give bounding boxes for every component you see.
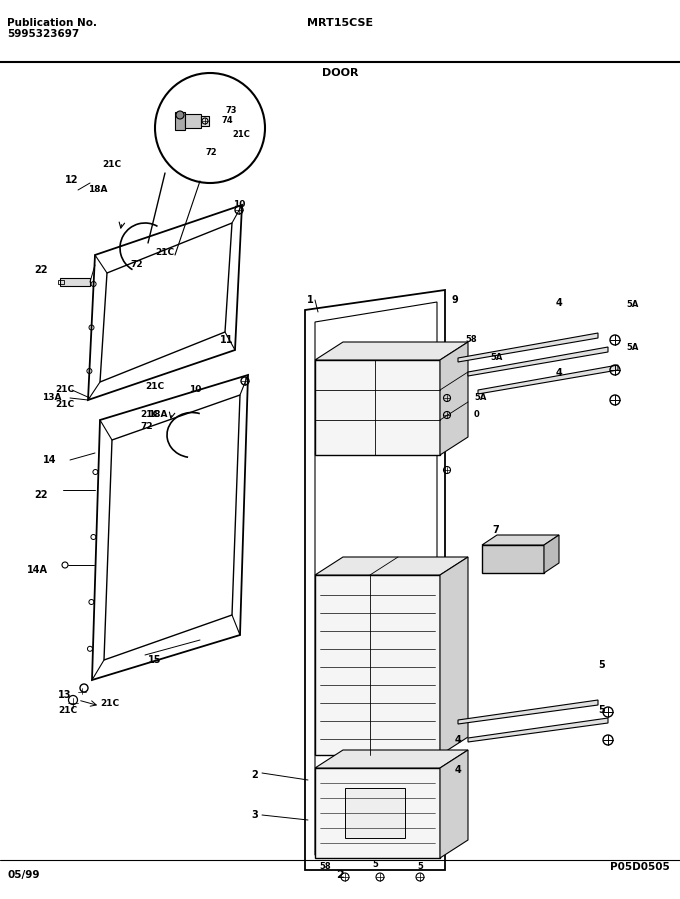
- Text: 12: 12: [65, 175, 78, 185]
- Text: 0: 0: [474, 410, 480, 419]
- Polygon shape: [478, 365, 618, 394]
- Polygon shape: [315, 557, 468, 575]
- Text: 5: 5: [598, 660, 605, 670]
- Text: 4: 4: [455, 735, 462, 745]
- Bar: [345, 788, 405, 838]
- Text: 7: 7: [492, 525, 498, 535]
- Text: 72: 72: [130, 260, 143, 269]
- Polygon shape: [440, 557, 468, 755]
- Text: MRT15CSE: MRT15CSE: [307, 18, 373, 28]
- Bar: [315, 360, 440, 455]
- Text: 22: 22: [35, 265, 48, 275]
- Text: 14A: 14A: [27, 565, 48, 575]
- Text: 10: 10: [189, 385, 201, 394]
- Polygon shape: [482, 535, 559, 545]
- Text: 21C: 21C: [58, 706, 77, 715]
- Text: 2: 2: [336, 870, 344, 880]
- Polygon shape: [440, 342, 468, 455]
- Text: 13: 13: [58, 690, 71, 700]
- Text: 5A: 5A: [626, 300, 639, 309]
- Polygon shape: [315, 750, 468, 768]
- Polygon shape: [468, 718, 608, 742]
- Bar: [175, 112, 185, 130]
- Text: 15: 15: [148, 655, 162, 665]
- Bar: [60, 278, 90, 286]
- Text: 5: 5: [417, 862, 423, 871]
- Text: 21C: 21C: [232, 130, 250, 139]
- Text: 21C: 21C: [55, 400, 74, 409]
- Text: 5: 5: [372, 860, 378, 869]
- Bar: [58, 280, 64, 284]
- Text: 58: 58: [465, 335, 477, 344]
- Text: P05D0505: P05D0505: [610, 862, 670, 872]
- Polygon shape: [458, 700, 598, 724]
- Text: 5: 5: [598, 705, 605, 715]
- Text: 4: 4: [455, 765, 462, 775]
- Text: 5A: 5A: [490, 353, 503, 362]
- Bar: [482, 545, 544, 573]
- Text: 58: 58: [319, 862, 330, 871]
- Text: 72: 72: [140, 422, 152, 431]
- Text: 9: 9: [452, 295, 459, 305]
- Polygon shape: [315, 342, 468, 360]
- Polygon shape: [468, 347, 608, 376]
- Text: 5A: 5A: [474, 393, 486, 402]
- Text: 4: 4: [556, 368, 563, 378]
- Bar: [201, 116, 209, 126]
- Bar: [315, 768, 440, 858]
- Text: 21C: 21C: [145, 382, 164, 391]
- Text: 1: 1: [307, 295, 313, 305]
- Text: 72: 72: [205, 148, 217, 157]
- Text: 4: 4: [556, 298, 563, 308]
- Text: 74: 74: [222, 116, 234, 125]
- Text: 21C: 21C: [140, 410, 159, 419]
- Polygon shape: [544, 535, 559, 573]
- Text: 73: 73: [225, 106, 237, 115]
- Text: 18A: 18A: [148, 410, 167, 419]
- Polygon shape: [440, 750, 468, 858]
- Text: 21C: 21C: [102, 160, 121, 169]
- Polygon shape: [458, 333, 598, 362]
- Text: 5A: 5A: [626, 343, 639, 352]
- Text: 21C: 21C: [100, 699, 119, 708]
- Text: 05/99: 05/99: [7, 870, 39, 880]
- Text: 14: 14: [42, 455, 56, 465]
- Text: DOOR: DOOR: [322, 68, 358, 78]
- Text: 10: 10: [233, 200, 245, 209]
- Text: Publication No.: Publication No.: [7, 18, 97, 28]
- Text: 21C: 21C: [155, 248, 174, 257]
- Text: 5995323697: 5995323697: [7, 29, 80, 39]
- Text: 3: 3: [251, 810, 258, 820]
- Text: 18A: 18A: [88, 185, 107, 194]
- Bar: [315, 575, 440, 755]
- Circle shape: [176, 111, 184, 119]
- Text: 2: 2: [251, 770, 258, 780]
- Text: 11: 11: [220, 335, 233, 345]
- Text: 21C: 21C: [55, 385, 74, 394]
- Text: 22: 22: [35, 490, 48, 500]
- Text: 13A: 13A: [42, 393, 61, 402]
- Bar: [185, 114, 201, 128]
